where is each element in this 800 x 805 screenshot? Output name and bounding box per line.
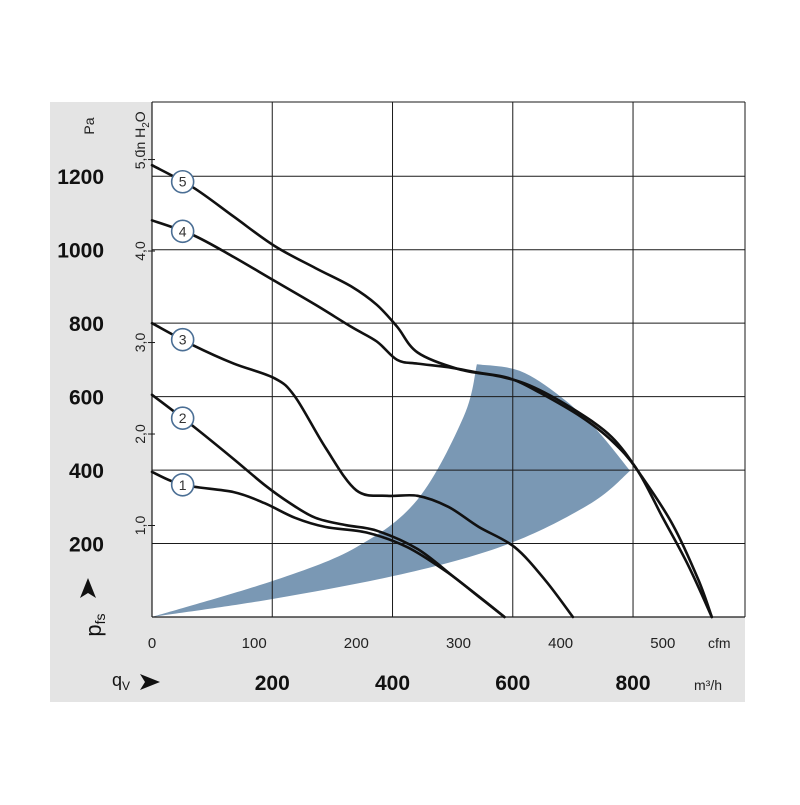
curve-label-4: 4 — [170, 219, 195, 244]
pa-tick-label: 1200 — [57, 166, 104, 189]
inh2o-tick-label: 4,0 — [132, 241, 148, 261]
curve-label-circle — [170, 219, 195, 244]
curve-3 — [150, 321, 575, 619]
curve-label-text: 1 — [179, 477, 187, 493]
curve-layer — [150, 163, 714, 619]
m3h-unit-label: m³/h — [694, 677, 722, 693]
m3h-tick-label: 200 — [255, 672, 290, 695]
inh2o-tick-label: 1,0 — [132, 516, 148, 536]
pa-tick-label: 200 — [69, 534, 104, 557]
cfm-tick-label: 0 — [148, 635, 156, 652]
pa-unit-label: Pa — [81, 117, 97, 134]
cfm-tick-label: 200 — [344, 635, 369, 652]
x-axis-arrow-icon — [140, 674, 160, 690]
operating-area — [152, 364, 631, 617]
pa-tick-label: 400 — [69, 460, 104, 483]
curve-label-2: 2 — [170, 406, 195, 430]
operating-area-layer — [152, 364, 631, 617]
cfm-tick-label: 400 — [548, 635, 573, 652]
inh2o-unit-label: in H2O — [132, 111, 152, 152]
curve-label-text: 3 — [179, 332, 187, 348]
pa-tick-label: 1000 — [57, 240, 104, 263]
cfm-unit-label: cfm — [708, 635, 731, 651]
inh2o-tick-label: 2,0 — [132, 424, 148, 444]
curve-label-circle — [170, 406, 195, 430]
m3h-tick-label: 400 — [375, 672, 410, 695]
inh2o-tick-label: 5,0 — [132, 150, 148, 170]
curve-label-circle — [170, 169, 195, 194]
curve-2 — [150, 393, 506, 619]
cfm-tick-label: 500 — [650, 635, 675, 652]
left-axis-panel — [50, 102, 152, 617]
curve-label-text: 2 — [179, 410, 187, 426]
curve-label-1: 1 — [170, 472, 195, 497]
grid-layer — [148, 101, 746, 618]
curve-label-circle — [170, 472, 195, 497]
bottom-axis-panel — [50, 617, 745, 702]
curve-label-text: 5 — [179, 174, 187, 190]
cfm-tick-label: 100 — [242, 635, 267, 652]
curve-label-circle — [170, 327, 195, 352]
m3h-tick-label: 800 — [616, 672, 651, 695]
cfm-tick-label: 300 — [446, 635, 471, 652]
y-axis-arrow-icon — [80, 578, 96, 598]
inh2o-tick-label: 3,0 — [132, 333, 148, 353]
curve-label-3: 3 — [170, 327, 195, 352]
curve-5 — [150, 163, 714, 619]
pa-tick-label: 800 — [69, 313, 104, 336]
curve-label-text: 4 — [179, 223, 187, 239]
m3h-tick-label: 600 — [495, 672, 530, 695]
pa-tick-label: 600 — [69, 387, 104, 410]
marker-layer: 1 2 3 4 5 — [170, 169, 195, 497]
curve-label-5: 5 — [170, 169, 195, 194]
